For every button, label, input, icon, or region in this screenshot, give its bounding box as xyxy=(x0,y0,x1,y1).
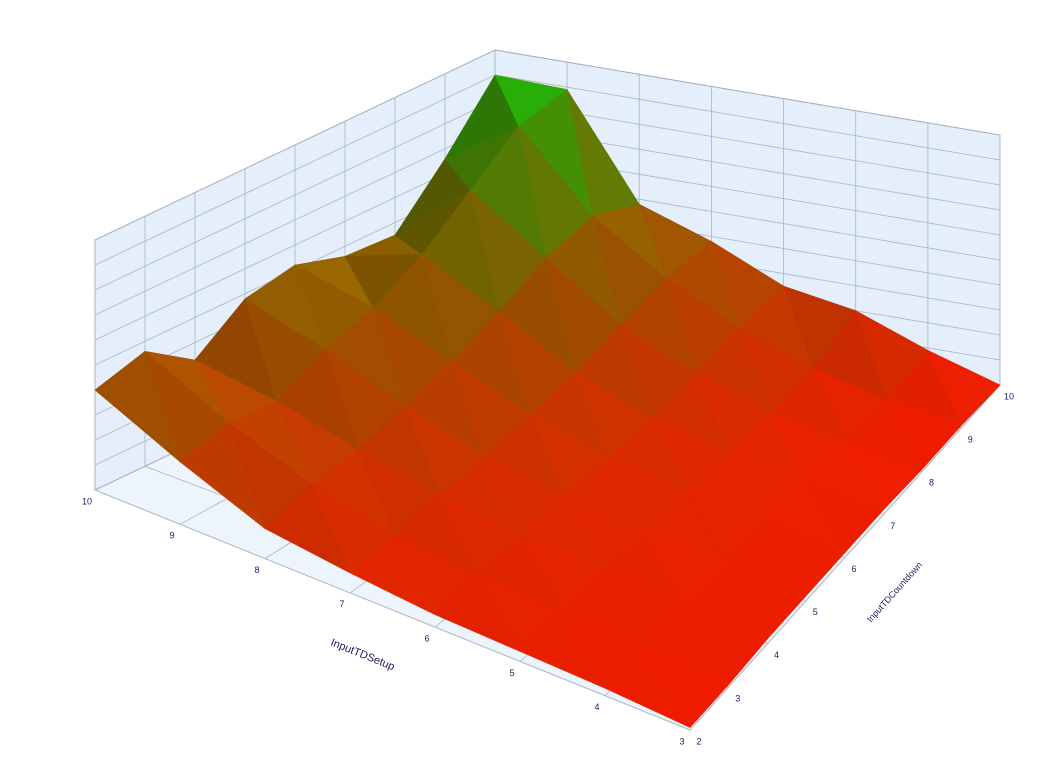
x-tick-label: 5 xyxy=(509,668,514,678)
surface xyxy=(94,74,1001,728)
surface-facet xyxy=(846,443,923,510)
y-tick-label: 6 xyxy=(851,564,856,574)
y-tick-label: 7 xyxy=(890,521,895,531)
x-tick-label: 9 xyxy=(169,531,174,541)
surface-facet xyxy=(766,521,846,596)
y-tick-label: 9 xyxy=(968,435,973,445)
surface-facet xyxy=(725,564,807,640)
x-tick-label: 3 xyxy=(679,736,684,746)
y-tick-label: 8 xyxy=(929,478,934,488)
y-tick-label: 5 xyxy=(813,607,818,617)
surface-facet xyxy=(685,604,768,685)
surface-facet xyxy=(927,350,1001,426)
surface-facet xyxy=(887,400,962,470)
surface-facet xyxy=(806,481,885,553)
x-tick-label: 4 xyxy=(594,702,599,712)
x-axis-title: InputTDSetup xyxy=(329,637,396,674)
x-tick-label: 7 xyxy=(339,599,344,609)
y-tick-label: 10 xyxy=(1004,391,1014,401)
y-axis-title: InputTDCountdown xyxy=(865,560,924,624)
y-tick-label: 4 xyxy=(774,650,779,660)
x-tick-label: 8 xyxy=(254,565,259,575)
x-tick-label: 6 xyxy=(424,634,429,644)
y-tick-label: 3 xyxy=(735,693,740,703)
surface-facet xyxy=(645,647,730,728)
x-tick-label: 10 xyxy=(82,496,92,506)
y-tick-label: 2 xyxy=(696,736,701,746)
